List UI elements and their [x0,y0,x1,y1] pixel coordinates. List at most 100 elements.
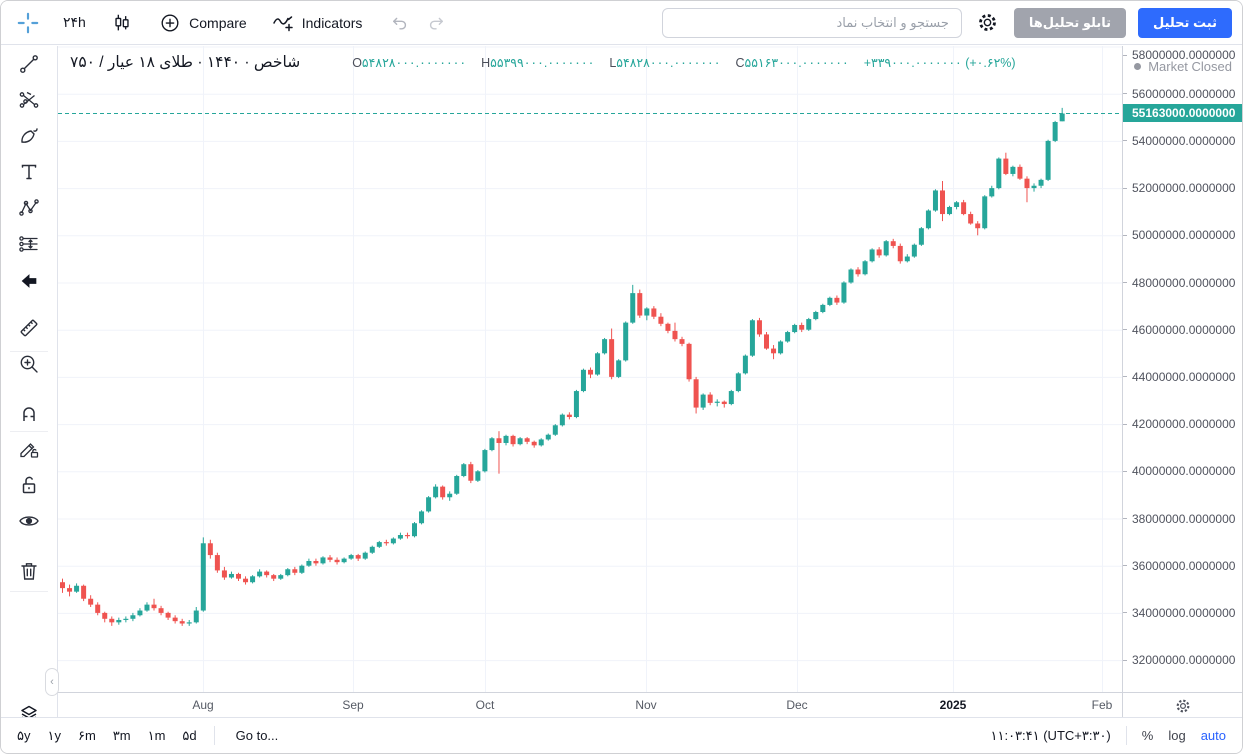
go-to-date-button[interactable]: Go to... [235,728,279,743]
chart-style-button[interactable] [106,8,138,38]
clock-utc[interactable]: ۱۱:۰۳:۴۱ (UTC+۳:۳۰) [990,727,1111,743]
candlestick-style-icon [110,11,134,35]
axis-options-group: ۱۱:۰۳:۴۱ (UTC+۳:۳۰) % log auto [990,726,1226,745]
symbol-legend: شاخص · ۱۴۴۰ · طلای ۱۸ عیار / ۷۵۰ O۵۴۸۲۸۰… [70,53,1026,72]
compare-plus-icon [158,11,182,35]
tick-mark [1123,54,1127,56]
ohlc-low: L۵۴۸۲۸۰۰۰.۰۰۰۰۰۰۰ [609,56,721,70]
xabcd-pattern-tool[interactable] [14,193,44,223]
auto-scale-button[interactable]: auto [1200,728,1226,743]
time-tick-label: Oct [475,698,495,712]
time-tick-label: Nov [635,698,657,712]
price-change: +۳۳۹۰۰۰.۰۰۰۰۰۰۰ (+۰.۶۲%) [863,56,1016,70]
chevron-left-icon: ‹ [50,676,54,688]
range-5d-button[interactable]: ۵d [182,727,197,743]
text-tool[interactable] [14,157,44,187]
price-tick-label: 34000000.0000000 [1123,606,1235,620]
price-tick-label: 50000000.0000000 [1123,228,1235,242]
price-tick-label: 52000000.0000000 [1123,181,1235,195]
toolbar-vertical-divider [1125,726,1127,745]
time-tick-label: Aug [192,698,214,712]
time-tick-label: Sep [342,698,364,712]
redo-icon[interactable] [424,11,448,35]
tick-mark [1123,659,1127,661]
range-5y-button[interactable]: ۵y [17,727,31,743]
top-toolbar-right-group: تابلو تحلیل‌ها ثبت تحلیل [661,7,1232,38]
market-status: Market Closed [1134,59,1232,74]
indicators-button[interactable]: Indicators [267,8,367,38]
crosshair-logo-icon[interactable] [13,8,43,38]
range-6m-button[interactable]: ۶m [77,727,96,743]
arrow-tool[interactable] [14,266,44,296]
tick-mark [1123,470,1127,472]
toolbar-collapse-button[interactable]: ‹ [45,668,59,696]
price-axis[interactable]: 58000000.0000000 56000000.0000000 54000000… [1122,46,1242,692]
submit-analysis-button[interactable]: ثبت تحلیل [1137,7,1232,38]
analyses-board-button[interactable]: تابلو تحلیل‌ها [1013,7,1126,38]
price-tick-label: 54000000.0000000 [1123,134,1235,148]
tick-mark [1123,376,1127,378]
market-status-dot-icon [1134,63,1142,70]
trend-line-tool[interactable] [14,49,44,79]
price-tick-label: 56000000.0000000 [1123,87,1235,101]
tick-mark [1123,565,1127,567]
tick-mark [1123,423,1127,425]
chart-plot-area[interactable] [58,46,1122,692]
indicators-icon [271,11,295,35]
chart-region: شاخص · ۱۴۴۰ · طلای ۱۸ عیار / ۷۵۰ O۵۴۸۲۸۰… [58,46,1242,719]
price-tick-label: 48000000.0000000 [1123,276,1235,290]
range-1m-button[interactable]: ۱m [147,727,166,743]
price-tick-label: 44000000.0000000 [1123,370,1235,384]
indicators-label: Indicators [301,14,363,31]
zoom-in-tool[interactable] [14,349,44,379]
market-status-label: Market Closed [1148,59,1232,74]
compare-label: Compare [189,14,247,31]
ohlc-high: H۵۵۳۹۹۰۰۰.۰۰۰۰۰۰۰ [481,56,595,70]
tick-mark [1123,187,1127,189]
magnet-tool[interactable] [14,398,44,428]
price-tick-label: 46000000.0000000 [1123,323,1235,337]
toolbar-divider [10,431,48,432]
toolbar-divider [10,351,48,352]
time-tick-label: Dec [786,698,808,712]
brush-tool[interactable] [14,121,44,151]
toolbar-divider [10,591,48,592]
price-tick-label: 32000000.0000000 [1123,653,1235,667]
tick-mark [1123,140,1127,142]
price-tick-label: 40000000.0000000 [1123,464,1235,478]
compare-button[interactable]: Compare [154,8,251,38]
range-buttons-group: ۵y ۱y ۶m ۳m ۱m ۵d Go to... [17,726,278,745]
tick-mark [1123,282,1127,283]
undo-redo-group [388,11,448,35]
delete-trash-tool[interactable] [14,556,44,586]
drawing-lock-tool[interactable] [14,434,44,464]
tick-mark [1123,93,1127,95]
prediction-tool[interactable] [14,229,44,259]
axis-corner [1122,692,1242,719]
settings-gear-icon[interactable] [974,9,1002,37]
measure-ruler-tool[interactable] [14,313,44,343]
price-tick-label: 36000000.0000000 [1123,559,1235,573]
candlestick-canvas [58,46,1122,692]
hide-all-eye-tool[interactable] [14,506,44,536]
time-axis[interactable]: Aug Sep Oct Nov Dec 2025 Feb [58,692,1122,719]
interval-button[interactable]: ۲۴h [63,14,87,30]
range-1y-button[interactable]: ۱y [47,727,61,743]
toolbar-vertical-divider [213,726,215,745]
drawing-toolbar [1,46,58,722]
tick-mark [1123,329,1127,331]
range-3m-button[interactable]: ۳m [112,727,131,743]
time-tick-label: Feb [1091,698,1113,712]
lock-all-tool[interactable] [14,470,44,500]
bottom-toolbar: ۵y ۱y ۶m ۳m ۱m ۵d Go to... ۱۱:۰۳:۴۱ (UTC… [1,717,1242,753]
axis-settings-gear-icon[interactable] [1175,698,1191,714]
symbol-title[interactable]: شاخص · ۱۴۴۰ · طلای ۱۸ عیار / ۷۵۰ [70,54,301,71]
log-scale-button[interactable]: log [1168,728,1186,743]
tick-mark [1123,518,1127,519]
tick-mark [1123,612,1127,614]
undo-icon[interactable] [388,11,412,35]
percent-scale-button[interactable]: % [1141,728,1154,743]
fibonacci-tools-icon[interactable] [14,85,44,115]
symbol-search-input[interactable] [661,7,962,38]
